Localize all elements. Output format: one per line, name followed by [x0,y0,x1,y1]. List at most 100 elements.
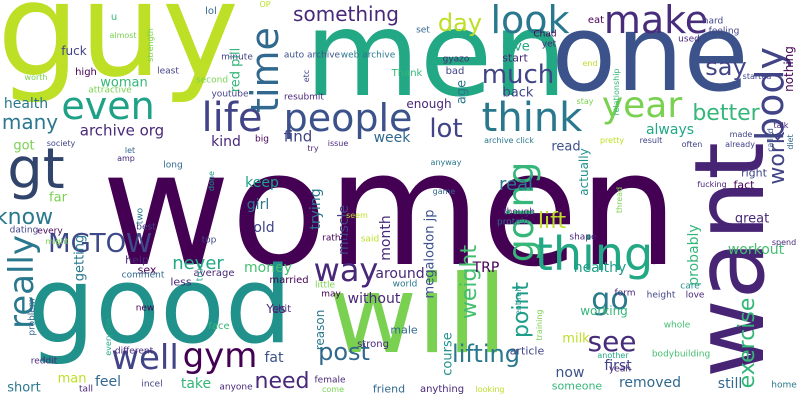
cloud-word-different: different [114,346,154,357]
cloud-word-good: good [27,244,293,367]
cloud-word-form: form [614,288,636,299]
cloud-word-u: u [110,12,118,23]
cloud-word-better: better [692,101,760,126]
cloud-word-face: face [208,321,230,332]
cloud-word-know: know [0,205,54,230]
cloud-word-old: old [253,220,275,236]
cloud-word-thread: thread [615,186,624,214]
cloud-word-sex: sex [137,263,157,277]
cloud-word-resubmit: resubmit [284,92,324,103]
cloud-word-working: working [580,304,628,318]
cloud-word-need: need [254,369,310,394]
cloud-word-archive-click: archive click [484,136,534,145]
cloud-word-attractive: attractive [88,85,132,96]
cloud-word-whatever: whatever [651,227,660,265]
cloud-word-now: now [555,365,585,381]
cloud-word-yet: yet [541,39,557,50]
cloud-word-will: will [328,253,508,378]
cloud-word-fucking: fucking [697,180,727,189]
cloud-word-eat: eat [587,15,605,26]
cloud-word-workout: workout [727,242,785,258]
cloud-word-lol: lol [205,6,217,17]
cloud-word-another: another [597,351,629,360]
cloud-word-etc: etc [302,69,311,83]
cloud-word-top: top [201,235,217,246]
cloud-word-strength: strength [146,28,155,62]
cloud-word-gyazo: gyazo [442,54,470,65]
cloud-word-go: go [591,282,629,317]
cloud-word-web-archive: web archive [340,50,396,61]
cloud-word-gym: gym [182,336,258,376]
cloud-word-look: look [490,0,570,42]
cloud-word-men: men [304,0,568,123]
cloud-word-reason: reason [313,309,327,351]
cloud-word-whole: whole [663,320,691,331]
cloud-word-used: used [678,34,700,45]
cloud-word-probably: probably [686,224,702,286]
cloud-word-worth: worth [24,73,48,82]
cloud-word-tall: tall [78,384,94,395]
cloud-word-feel: feel [94,374,122,390]
cloud-word-entirely: entirely [514,284,523,316]
cloud-word-chad: Chad [533,29,557,40]
cloud-word-read: read [551,139,581,155]
cloud-word-man: man [57,371,87,387]
cloud-word-thing: thing [534,227,654,281]
cloud-word-stay: stay [576,97,594,106]
cloud-word-many: many [1,110,59,134]
cloud-word-result: result [639,136,663,145]
cloud-word-post: post [318,338,370,366]
cloud-word-society: society [46,139,76,148]
cloud-word-try: try [307,144,319,153]
cloud-word-said: said [360,234,380,245]
cloud-word-lot: lot [429,114,463,144]
cloud-word-protein: protein [497,217,529,228]
cloud-word-trying: trying [308,188,324,230]
cloud-word-healthy: healthy [573,260,627,276]
cloud-word-money: money [244,260,292,276]
cloud-word-second: second [195,75,229,86]
cloud-word-bad: bad [445,66,465,77]
cloud-word-real: real [498,174,534,195]
cloud-word-enough: enough [406,97,452,111]
cloud-word-incel: incel [141,379,163,390]
cloud-word-say: say [705,53,747,81]
cloud-word-something: something [293,2,399,26]
cloud-word-yeah: yeah [608,364,632,375]
cloud-word-feeling: feeling [708,26,740,37]
cloud-word-got: got [13,138,35,154]
cloud-word-anyone: anyone [219,382,253,393]
cloud-word-mgtow: MGTOW [48,229,152,259]
cloud-word-women: women [101,118,679,302]
cloud-word-still: still [717,376,743,392]
cloud-word-might: might [45,237,69,246]
cloud-word-girl: girl [246,197,270,213]
cloud-word-little: little [314,280,336,291]
cloud-word-month: month [378,215,394,261]
cloud-word-great: great [734,211,770,227]
cloud-word-megalodon-jp: megalodon jp [422,209,438,299]
cloud-word-milk: milk [562,331,590,347]
cloud-word-come: come [321,385,345,394]
cloud-word-trp: TRP [472,260,500,276]
cloud-word-fat: fat [264,350,284,366]
cloud-word-woman: woman [100,75,148,91]
cloud-word-people: people [283,96,413,140]
cloud-word-find: find [283,127,313,146]
cloud-word-gt: gt [7,137,65,202]
cloud-word-shape: shape [569,232,597,243]
cloud-word-best: best [136,222,156,233]
cloud-word-reddit: reddit [30,356,58,367]
cloud-word-average: average [193,268,235,279]
cloud-word-see: see [587,325,637,358]
cloud-word-one: one [551,0,749,115]
cloud-word-less: less [170,275,192,289]
cloud-word-take: take [180,376,212,392]
cloud-word-back: back [502,85,534,101]
cloud-word-done: done [207,171,216,191]
cloud-word-article: article [509,344,545,358]
cloud-word-amp: amp [117,154,135,163]
cloud-word-kind: kind [211,134,241,150]
cloud-word-married: married [269,275,309,286]
